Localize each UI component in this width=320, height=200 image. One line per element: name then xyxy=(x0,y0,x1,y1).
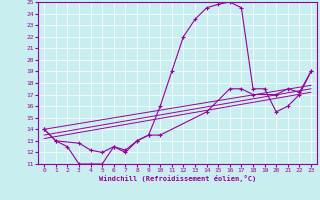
X-axis label: Windchill (Refroidissement éolien,°C): Windchill (Refroidissement éolien,°C) xyxy=(99,175,256,182)
